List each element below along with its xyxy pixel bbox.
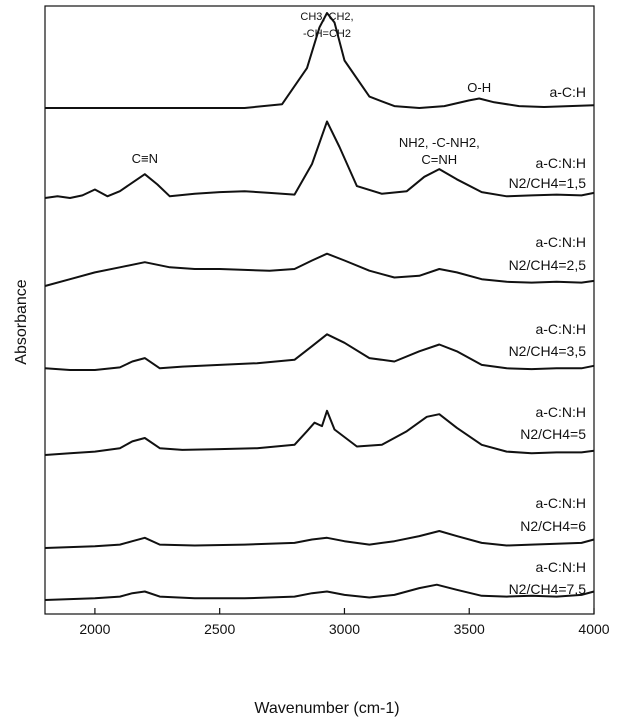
series-label-5-line-1: N2/CH4=6 — [520, 518, 586, 534]
series-line-5 — [44, 530, 595, 549]
series-line-3 — [44, 333, 595, 371]
annotation-ch-line-1: -CH=CH2 — [303, 28, 351, 40]
series-label-2-line-1: N2/CH4=2,5 — [509, 257, 587, 273]
series-line-6 — [44, 583, 595, 601]
plot-frame — [44, 5, 595, 615]
series-label-1-line-1: N2/CH4=1,5 — [509, 175, 587, 191]
series-label-4-line-0: a-C:N:H — [535, 404, 586, 420]
x-tick-label-3: 3500 — [454, 621, 485, 637]
annotations: CH3, CH2, -CH=CH2 O-H C≡N NH2, -C-NH2, C=NH — [132, 11, 492, 167]
series-label-4-line-1: N2/CH4=5 — [520, 426, 586, 442]
x-tick-label-0: 2000 — [79, 621, 110, 637]
series-label-6-line-1: N2/CH4=7,5 — [509, 581, 587, 597]
x-tick-label-2: 3000 — [329, 621, 360, 637]
series-label-1-line-0: a-C:N:H — [535, 155, 586, 171]
x-axis-ticks: 2000 2500 3000 3500 4000 — [79, 608, 610, 637]
series-label-6-line-0: a-C:N:H — [535, 559, 586, 575]
annotation-oh-line-0: O-H — [467, 80, 491, 95]
annotation-nh-line-1: C=NH — [421, 152, 457, 167]
series-label-3-line-1: N2/CH4=3,5 — [509, 343, 587, 359]
x-tick-label-1: 2500 — [204, 621, 235, 637]
annotation-nh-line-0: NH2, -C-NH2, — [399, 135, 480, 150]
annotation-ch-line-0: CH3, CH2, — [300, 11, 353, 23]
series-line-1 — [44, 120, 595, 199]
x-tick-label-4: 4000 — [578, 621, 609, 637]
series-label-3-line-0: a-C:N:H — [535, 321, 586, 337]
series-group: a-C:H a-C:N:H N2/CH4=1,5 a-C:N:H N2/CH4=2,5 a… — [44, 12, 595, 601]
series-line-0 — [45, 12, 595, 109]
x-axis-title: Wavenumber (cm-1) — [254, 700, 399, 717]
annotation-cn-line-0: C≡N — [132, 151, 158, 166]
y-axis-title: Absorbance — [13, 279, 30, 364]
series-label-2-line-0: a-C:N:H — [535, 234, 586, 250]
series-line-2 — [44, 252, 595, 287]
series-label-5-line-0: a-C:N:H — [535, 495, 586, 511]
series-line-4 — [44, 409, 595, 456]
series-label-0-line-0: a-C:H — [549, 84, 586, 100]
